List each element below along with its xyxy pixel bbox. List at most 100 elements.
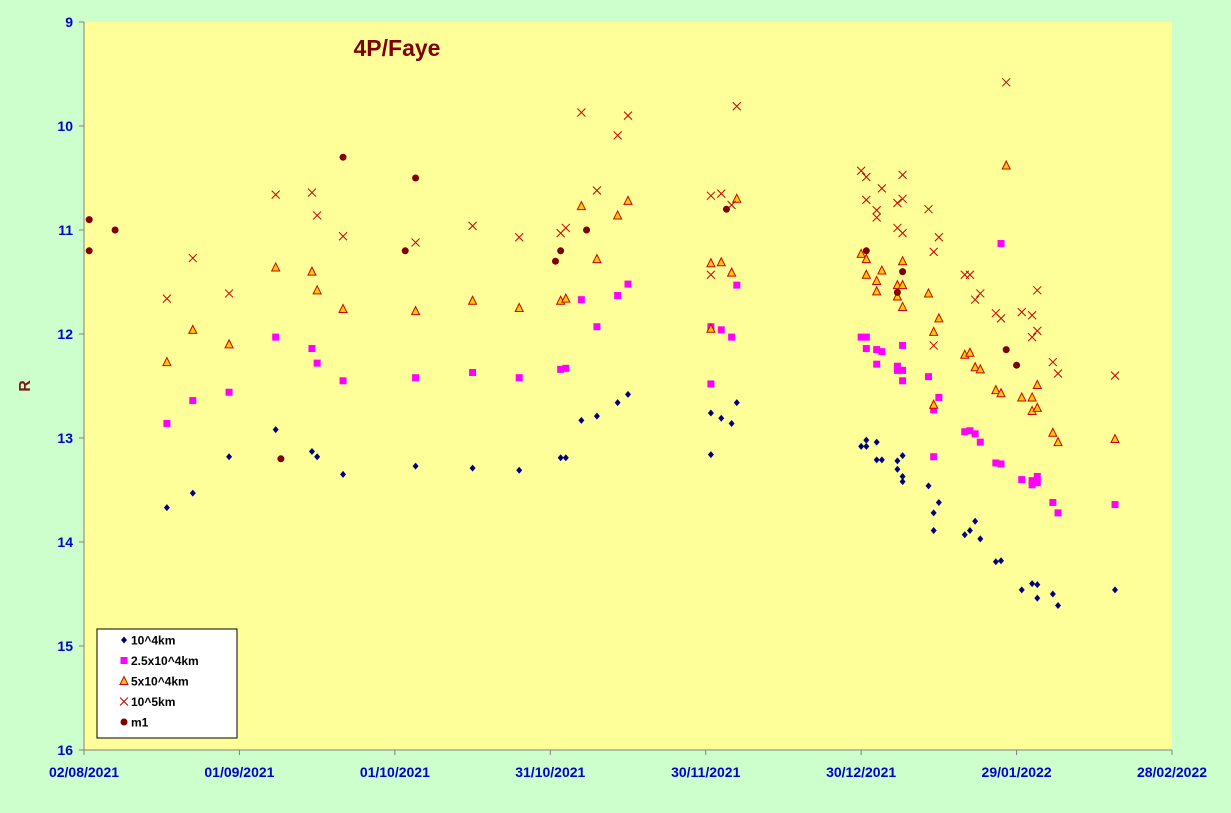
data-point [314, 453, 321, 461]
data-point [893, 362, 901, 370]
data-point [961, 428, 969, 436]
data-point [899, 472, 906, 480]
data-point [557, 247, 565, 255]
legend-label: 5x10^4km [131, 675, 189, 689]
data-point [965, 270, 975, 280]
data-point [861, 269, 872, 279]
data-point [716, 256, 727, 267]
data-point [992, 558, 999, 566]
y-tick-label: 13 [57, 430, 73, 446]
data-point [1110, 433, 1120, 444]
data-point [308, 345, 316, 353]
data-point [930, 406, 938, 414]
data-point [1034, 594, 1041, 602]
data-point [877, 264, 887, 275]
data-point [557, 454, 564, 462]
data-point [930, 453, 938, 461]
data-point [863, 436, 870, 444]
data-point [894, 465, 901, 473]
data-point [929, 247, 939, 257]
data-point [706, 191, 716, 201]
data-point [272, 333, 280, 341]
data-point [871, 275, 882, 285]
data-point [468, 221, 477, 231]
data-point [612, 209, 623, 220]
data-point [1053, 369, 1063, 378]
x-tick-label: 02/08/2021 [49, 764, 119, 780]
data-point [862, 345, 870, 353]
legend-marker [120, 718, 128, 726]
data-point [706, 257, 716, 268]
data-point [924, 204, 933, 214]
data-point [307, 265, 317, 276]
chart-title: 4P/Faye [354, 35, 441, 61]
legend-marker [120, 657, 128, 664]
data-point [1033, 472, 1041, 480]
data-point [935, 393, 943, 401]
data-point [893, 198, 902, 208]
data-point [557, 365, 565, 373]
data-point [339, 377, 347, 385]
data-point [863, 442, 870, 450]
data-point [312, 284, 322, 295]
data-point [1016, 391, 1027, 402]
data-point [1032, 326, 1042, 336]
data-point [1017, 307, 1027, 317]
data-point [899, 341, 907, 349]
data-point [923, 287, 934, 298]
data-point [717, 326, 725, 334]
data-point [961, 531, 968, 539]
y-tick-label: 12 [57, 326, 73, 342]
data-point [1110, 371, 1120, 380]
data-point [514, 232, 524, 242]
data-point [307, 188, 317, 197]
data-point [1054, 509, 1062, 517]
data-point [862, 247, 870, 255]
data-point [189, 489, 196, 497]
data-point [706, 323, 716, 333]
data-point [722, 205, 730, 213]
data-point [924, 373, 932, 381]
data-point [873, 438, 880, 446]
data-point [728, 333, 736, 341]
data-point [593, 412, 600, 420]
y-axis-title: R [17, 380, 34, 392]
data-point [562, 364, 570, 372]
x-tick-label: 01/10/2021 [360, 764, 430, 780]
data-point [1055, 601, 1062, 609]
data-point [857, 333, 865, 341]
data-point [111, 226, 119, 234]
data-point [976, 438, 984, 446]
data-point [312, 211, 322, 220]
data-point [997, 460, 1005, 468]
data-point [163, 504, 170, 512]
data-point [188, 253, 198, 263]
data-point [1013, 361, 1021, 369]
data-point [897, 279, 908, 290]
data-point [997, 240, 1005, 248]
data-point [897, 301, 908, 311]
data-point [996, 387, 1006, 398]
data-point [706, 270, 716, 280]
data-point [562, 454, 569, 462]
data-point [412, 462, 419, 470]
data-point [272, 426, 279, 434]
data-point [897, 255, 908, 266]
data-point [614, 399, 621, 407]
data-point [898, 170, 907, 180]
data-point [1049, 590, 1056, 598]
x-tick-label: 29/01/2022 [982, 764, 1052, 780]
data-point [731, 193, 742, 203]
data-point [224, 289, 234, 298]
data-point [1032, 402, 1043, 412]
data-point [966, 527, 973, 535]
x-tick-label: 01/09/2021 [204, 764, 274, 780]
data-point [732, 101, 742, 111]
plot-area [84, 22, 1172, 750]
y-tick-label: 15 [57, 638, 73, 654]
data-point [187, 324, 198, 334]
data-point [271, 190, 281, 199]
data-point [577, 296, 585, 304]
data-point [1002, 346, 1010, 354]
data-point [878, 456, 885, 464]
